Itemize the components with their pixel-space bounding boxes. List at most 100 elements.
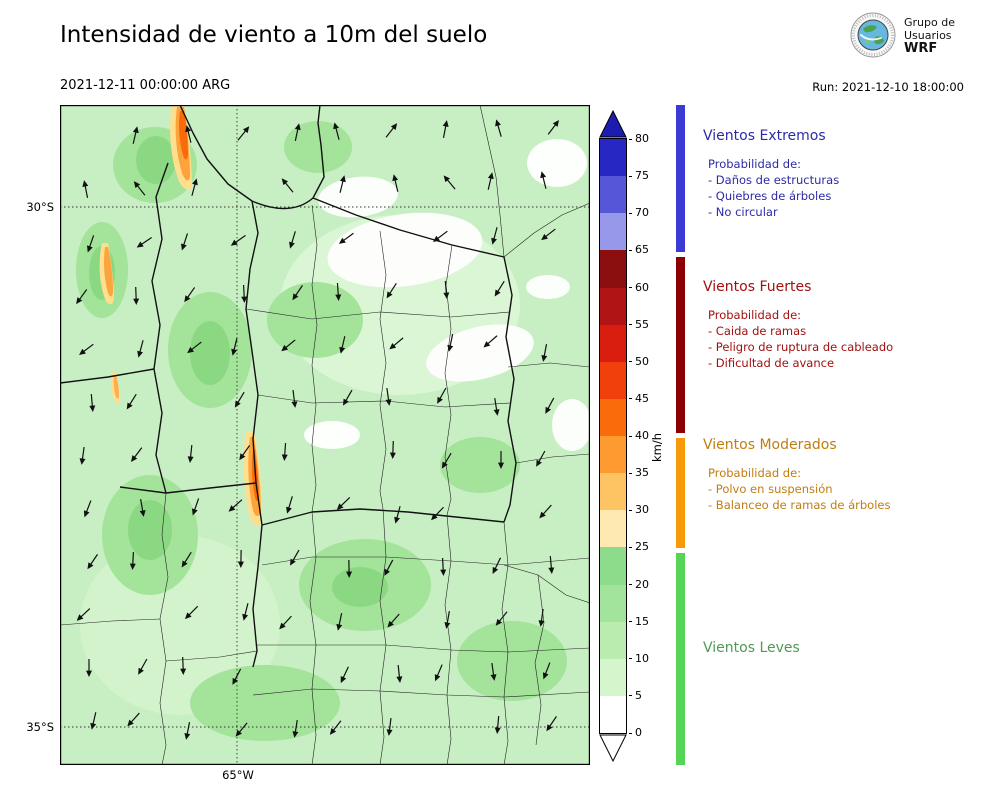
wind-arrow xyxy=(127,712,140,727)
wind-arrow xyxy=(437,387,447,404)
wind-arrow xyxy=(536,450,546,467)
wind-arrow xyxy=(76,608,91,621)
colorbar-tick-label: 10 xyxy=(629,652,649,665)
colorbar-tick-label: 35 xyxy=(629,466,649,479)
wind-arrow xyxy=(336,497,351,510)
wind-arrow xyxy=(340,666,349,684)
wind-arrow xyxy=(228,499,243,512)
wind-arrow xyxy=(139,499,146,517)
wind-arrow xyxy=(291,389,298,408)
wind-arrow xyxy=(494,715,501,734)
wind-arrow xyxy=(129,551,136,570)
wind-arrow xyxy=(79,446,86,465)
colorbar-segment xyxy=(600,510,626,548)
wind-arrow xyxy=(386,717,393,736)
globe-icon xyxy=(850,12,896,58)
colorbar-tick-label: 15 xyxy=(629,615,649,628)
wind-arrow xyxy=(389,337,404,350)
wind-arrow xyxy=(181,233,189,251)
category-strip-extremos xyxy=(676,105,685,252)
wind-arrow xyxy=(384,559,394,576)
logo-line-2: Usuarios xyxy=(904,28,952,42)
colorbar-tick-label: 60 xyxy=(629,281,649,294)
wind-arrow xyxy=(237,126,250,141)
wind-arrow xyxy=(231,338,238,356)
wind-arrow xyxy=(396,664,403,683)
wind-arrow xyxy=(292,285,303,301)
legend-item: - Balanceo de ramas de árboles xyxy=(708,498,891,513)
wind-arrow xyxy=(392,174,399,192)
wind-arrow xyxy=(132,126,139,144)
wind-arrow xyxy=(493,398,500,416)
colorbar-segment xyxy=(600,584,626,622)
legend-subtitle: Probabilidad de: xyxy=(708,157,802,171)
wind-arrow xyxy=(281,339,296,352)
wind-arrow xyxy=(545,397,555,414)
wind-arrow xyxy=(336,613,343,631)
colorbar-tick-label: 45 xyxy=(629,392,649,405)
colorbar-segment xyxy=(600,658,626,696)
legend-title: Vientos Moderados xyxy=(703,437,837,453)
wind-arrow xyxy=(133,286,140,305)
province-boundaries xyxy=(60,105,517,668)
colorbar-segment xyxy=(600,473,626,511)
colorbar-tick-labels: 80 75 70 65 60 55 50 45 40 35 30 25 20 15 10 5 0 xyxy=(629,132,659,739)
wind-arrow xyxy=(86,659,92,677)
lat-label-30s: 30°S xyxy=(26,200,54,214)
wind-arrow xyxy=(542,662,551,680)
wind-arrow xyxy=(130,447,143,462)
wind-arrow xyxy=(292,720,299,738)
wind-arrow xyxy=(385,387,392,406)
colorbar-segment xyxy=(600,176,626,214)
colorbar-segment xyxy=(600,695,626,733)
category-strip-fuertes xyxy=(676,257,685,433)
colorbar-unit-label: km/h xyxy=(650,432,664,462)
wind-arrow xyxy=(434,664,443,682)
colorbar-segment xyxy=(600,361,626,399)
lat-lon-gridlines xyxy=(60,105,590,765)
wind-arrow xyxy=(494,280,505,297)
colorbar-segment xyxy=(600,547,626,585)
legend-title: Vientos Fuertes xyxy=(703,279,812,295)
wrf-users-group-logo: Grupo de Usuarios WRF xyxy=(849,11,955,59)
wind-arrow xyxy=(333,122,340,140)
legend-vientos-extremos: Vientos Extremos Probabilidad de: - Daño… xyxy=(703,128,988,221)
model-run-label: Run: 2021-12-10 18:00:00 xyxy=(812,80,964,94)
wind-arrow xyxy=(286,496,293,514)
wind-arrow xyxy=(76,289,88,305)
wind-arrow xyxy=(498,451,504,469)
logo-text: Grupo de Usuarios WRF xyxy=(904,16,955,55)
wind-arrow xyxy=(187,444,194,463)
wind-arrow xyxy=(126,393,137,410)
legend-subtitle: Probabilidad de: xyxy=(708,466,802,480)
wind-arrow xyxy=(538,608,545,627)
wind-arrow xyxy=(443,280,450,299)
wind-arrow xyxy=(541,228,556,241)
category-strip-leves xyxy=(676,553,685,765)
lon-label-65w: 65°W xyxy=(222,768,254,782)
legend-title: Vientos Leves xyxy=(703,640,800,656)
wind-arrow xyxy=(290,549,300,566)
wind-arrow xyxy=(339,175,346,193)
wind-arrow xyxy=(281,442,288,461)
colorbar-segment xyxy=(600,621,626,659)
wind-arrow xyxy=(239,445,251,461)
legend-item: - No circular xyxy=(708,205,778,220)
wind-arrow xyxy=(279,615,292,630)
wind-arrow xyxy=(394,506,401,524)
wind-arrow xyxy=(487,172,494,190)
wind-arrow xyxy=(447,334,454,352)
colorbar-segment xyxy=(600,324,626,362)
wind-arrow xyxy=(185,125,192,143)
colorbar-tick-label: 0 xyxy=(629,726,642,739)
wind-arrow xyxy=(138,658,148,675)
wind-arrow xyxy=(180,656,187,675)
wind-arrow xyxy=(442,120,449,138)
map-border xyxy=(60,105,590,765)
legend-item: - Polvo en suspensión xyxy=(708,482,833,496)
wind-arrow xyxy=(541,344,548,362)
wind-arrow xyxy=(181,551,192,568)
legend-item: - Daños de estructuras xyxy=(708,173,840,187)
wind-arrow xyxy=(483,335,498,348)
colorbar-tick-label: 70 xyxy=(629,206,649,219)
